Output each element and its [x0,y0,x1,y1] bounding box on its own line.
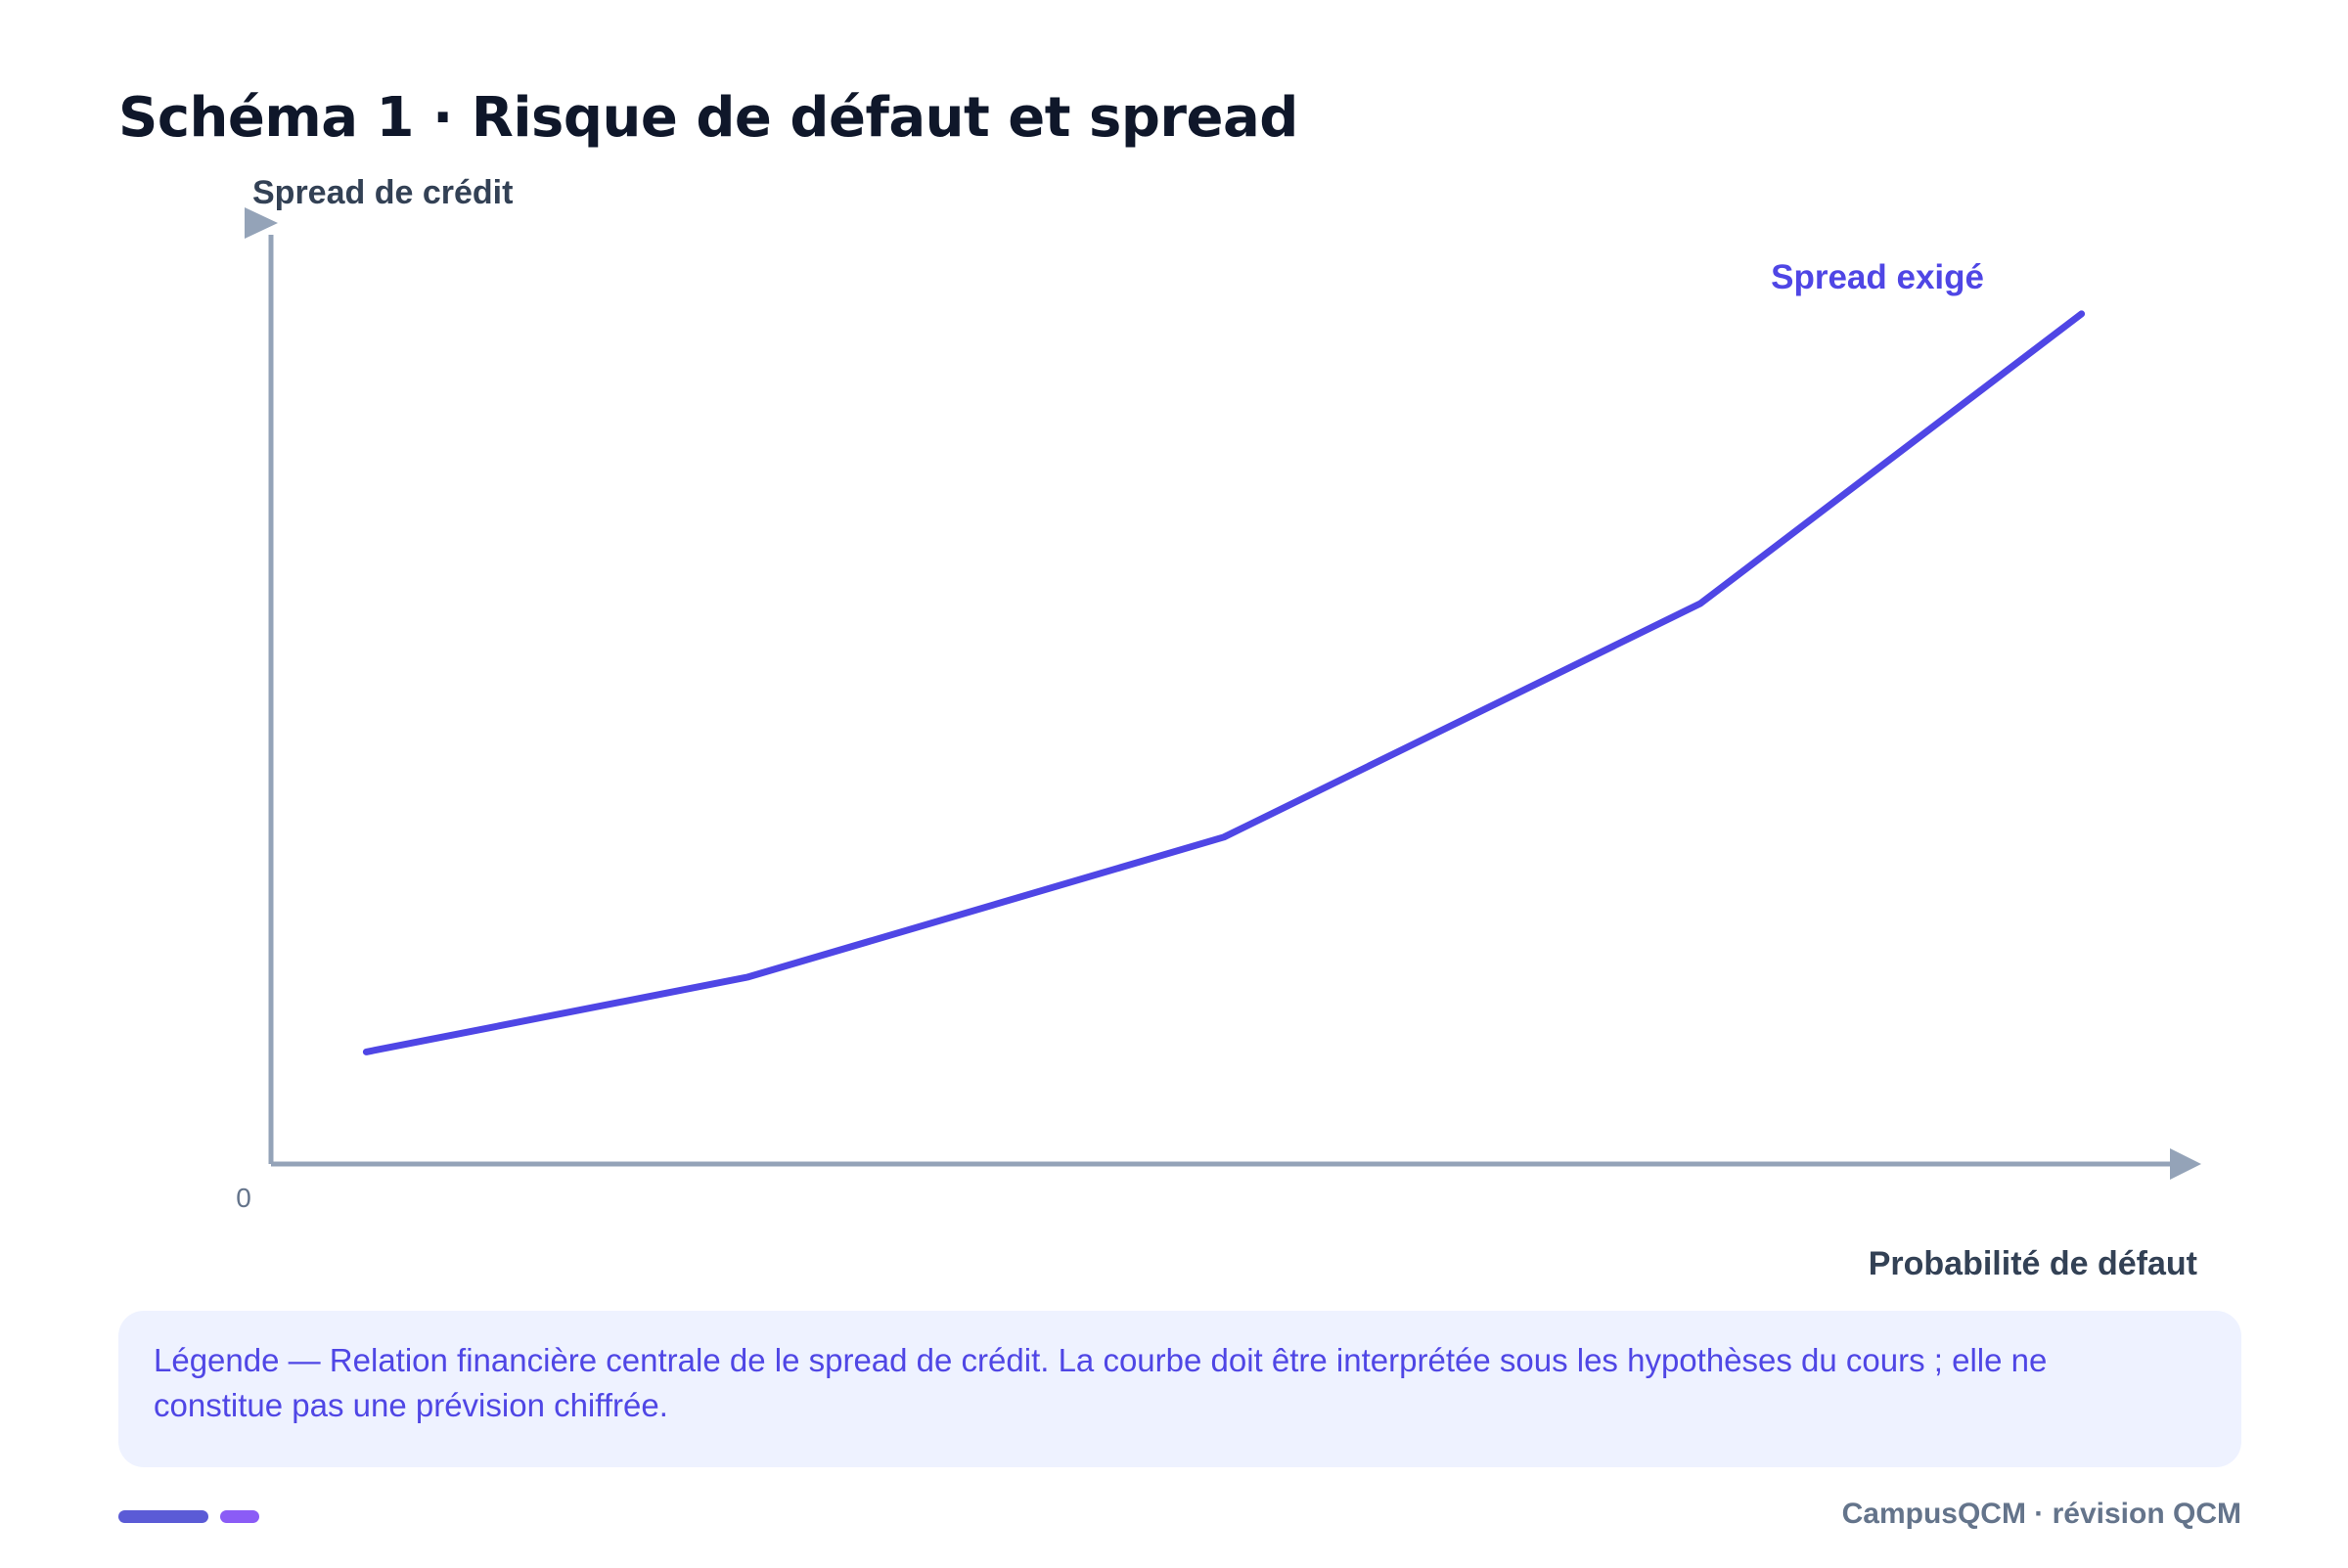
footer-text: CampusQCM · révision QCM [1841,1498,2241,1530]
legend-box: Légende — Relation financière centrale d… [118,1311,2241,1467]
origin-tick-label: 0 [236,1183,251,1213]
series-line-spread-exige [362,310,2086,1055]
y-axis-arrow-icon [245,207,278,239]
y-axis-label: Spread de crédit [252,174,513,211]
decor-pill-secondary [220,1510,259,1523]
page-title: Schéma 1 · Risque de défaut et spread [118,86,1298,150]
x-axis-arrow-icon [2170,1148,2201,1180]
series-label: Spread exigé [1771,258,1984,296]
decor-pill-primary [118,1510,208,1523]
x-axis-label: Probabilité de défaut [1869,1245,2197,1282]
legend-text: Légende — Relation financière centrale d… [154,1342,2048,1423]
